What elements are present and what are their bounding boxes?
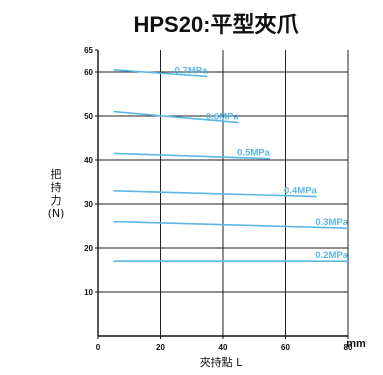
series-line (113, 110, 239, 124)
series-line (113, 152, 270, 160)
grid (98, 50, 349, 336)
y-tick-label: 50 (84, 112, 93, 121)
y-tick-label: 20 (84, 244, 93, 253)
series-lines (113, 69, 349, 263)
x-tick-label: 80 (344, 343, 353, 352)
series-line (113, 190, 317, 198)
y-tick-label: 10 (84, 288, 93, 297)
x-tick-labels: 0 20 40 60 80 (96, 336, 353, 352)
x-axis-label: 夾持點 L (200, 355, 243, 369)
chart-title: HPS20:平型夾爪 (133, 12, 299, 37)
series-label: 0.7MPa (175, 65, 208, 76)
y-axis-label: 把持力(N) (48, 167, 65, 220)
series-label: 0.2MPa (315, 250, 348, 261)
x-tick-label: 60 (281, 343, 290, 352)
series-labels: 0.7MPa 0.6MPa 0.5MPa 0.4MPa 0.3MPa 0.2MPa (175, 65, 349, 261)
series-label: 0.4MPa (284, 186, 317, 197)
series-line (113, 69, 208, 78)
y-tick-label: 30 (84, 200, 93, 209)
y-tick-label: 40 (84, 156, 93, 165)
y-tick-label: 60 (84, 68, 93, 77)
series-label: 0.5MPa (237, 148, 270, 159)
x-axis-unit: mm (346, 338, 366, 350)
x-tick-label: 20 (156, 343, 165, 352)
y-axis-label-line: (N) (48, 207, 65, 220)
y-tick-label: 65 (84, 46, 93, 55)
series-label: 0.6MPa (206, 112, 239, 123)
series-line (113, 220, 349, 229)
y-tick-labels: 10 20 30 40 50 60 65 (84, 46, 98, 297)
y-axis-label-line: 持 (51, 180, 62, 194)
x-tick-label: 40 (219, 343, 228, 352)
x-tick-label: 0 (96, 343, 101, 352)
y-axis-label-line: 力 (51, 194, 62, 207)
series-label: 0.3MPa (315, 217, 348, 228)
y-axis-label-line: 把 (51, 167, 62, 181)
